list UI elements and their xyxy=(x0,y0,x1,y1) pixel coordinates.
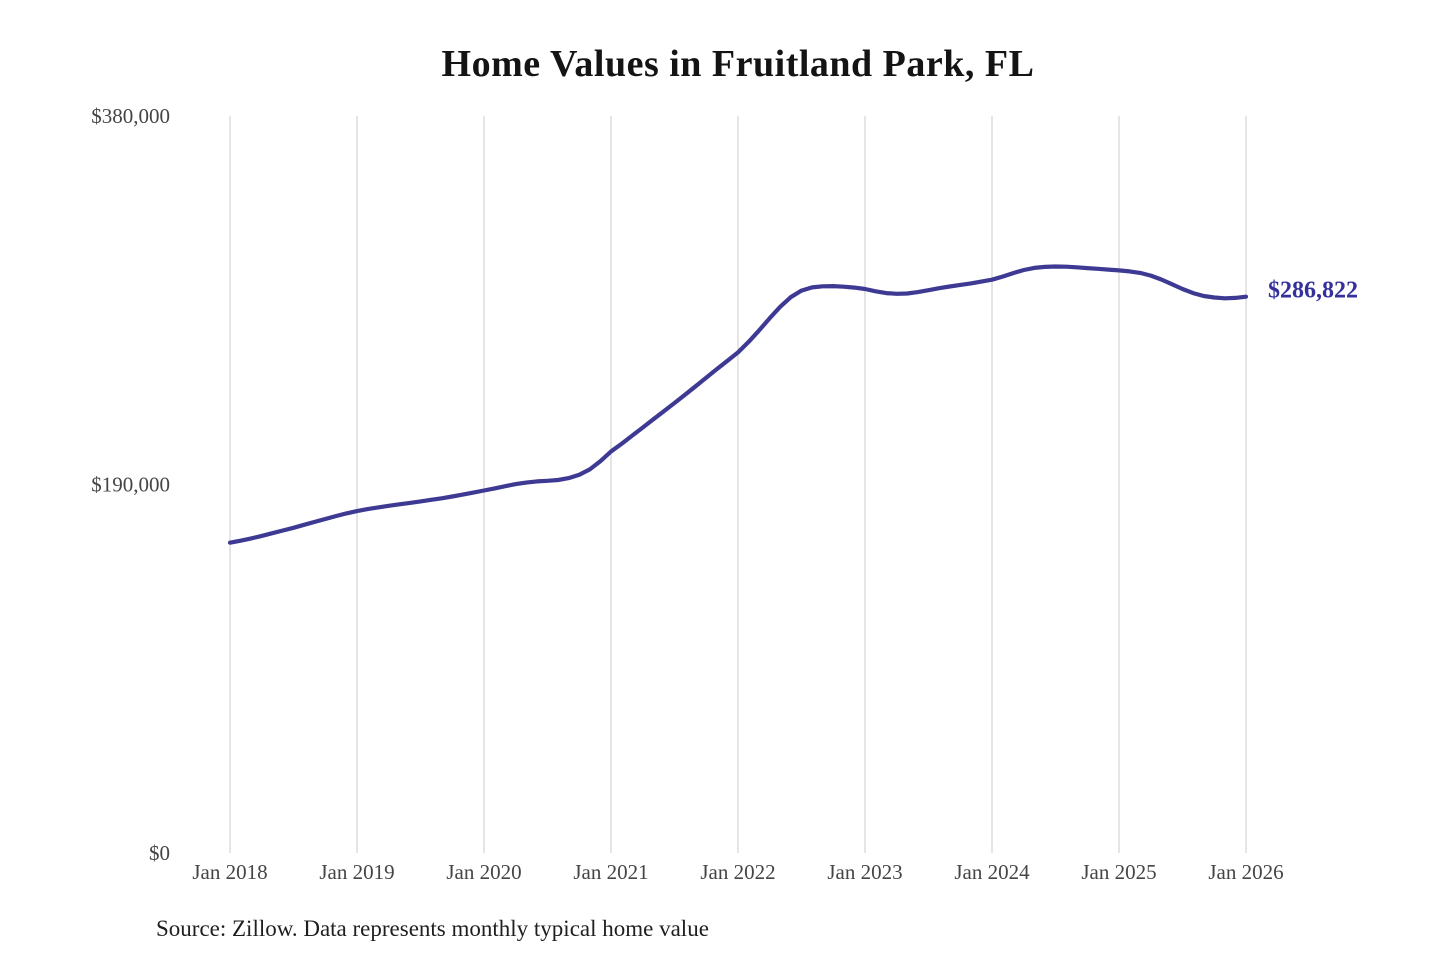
x-axis-tick-label: Jan 2022 xyxy=(700,860,775,884)
x-axis-tick-label: Jan 2026 xyxy=(1208,860,1283,884)
x-axis-tick-label: Jan 2020 xyxy=(446,860,521,884)
latest-value-label: $286,822 xyxy=(1268,278,1358,304)
source-note: Source: Zillow. Data represents monthly … xyxy=(156,916,709,941)
y-axis-tick-label: $380,000 xyxy=(91,104,170,128)
y-axis-tick-label: $190,000 xyxy=(91,473,170,497)
x-axis-tick-label: Jan 2024 xyxy=(954,860,1030,884)
x-axis-tick-label: Jan 2023 xyxy=(827,860,902,884)
y-axis-tick-label: $0 xyxy=(149,841,170,865)
x-axis-tick-label: Jan 2021 xyxy=(573,860,648,884)
x-axis-tick-label: Jan 2019 xyxy=(319,860,394,884)
chart-title: Home Values in Fruitland Park, FL xyxy=(441,43,1035,85)
x-axis-tick-label: Jan 2025 xyxy=(1081,860,1156,884)
home-value-line xyxy=(227,264,1249,545)
x-axis-tick-label: Jan 2018 xyxy=(192,860,267,884)
